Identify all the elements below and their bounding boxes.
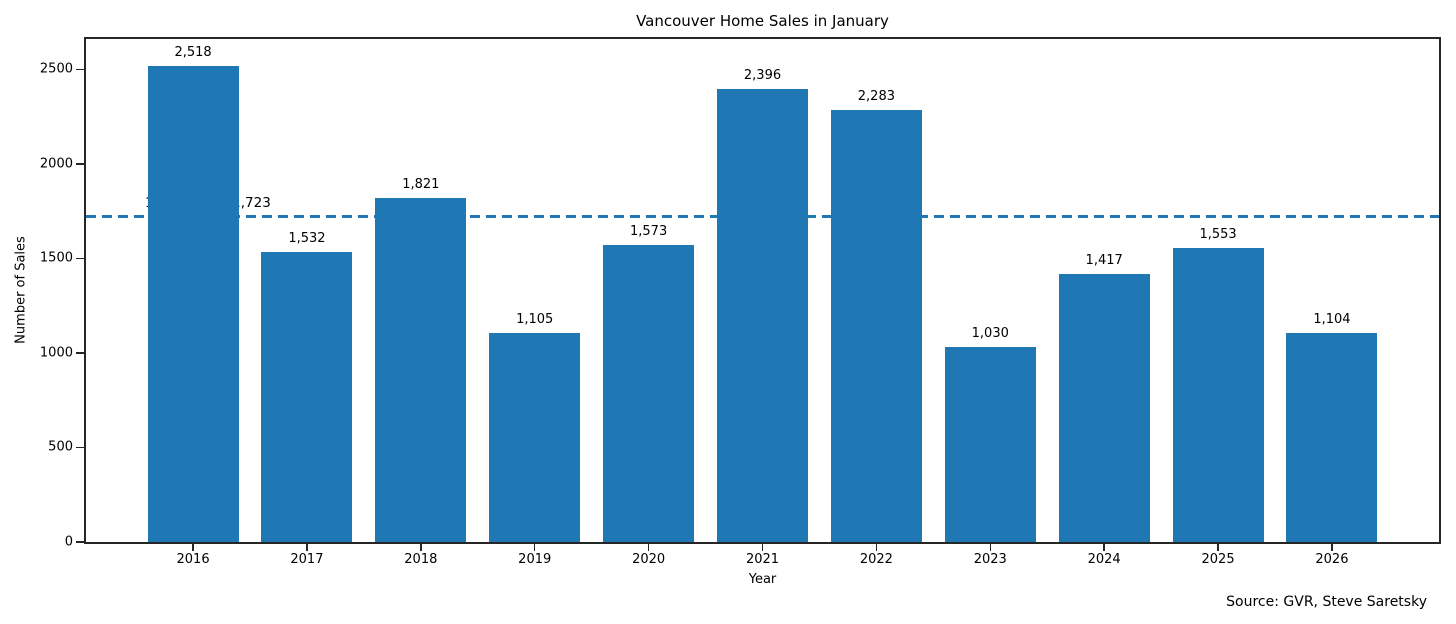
y-tick-label: 2000 [39, 156, 73, 172]
bar-2021 [716, 88, 809, 542]
x-tick-label: 2026 [1315, 552, 1349, 567]
bar-value-label: 1,532 [288, 231, 326, 247]
x-tick-label: 2018 [404, 552, 438, 567]
y-tick-label: 1500 [39, 250, 73, 266]
y-tick-mark [76, 68, 84, 70]
plot-area: 10-Year Avg: 1,723 2,51820161,53220171,8… [40, 37, 1441, 567]
bar-2019 [489, 333, 581, 542]
x-tick-mark [875, 544, 878, 551]
bar-value-label: 1,104 [1313, 312, 1351, 328]
x-tick-mark [989, 544, 992, 551]
y-axis-label: Number of Sales [13, 236, 29, 344]
bar-value-label: 2,283 [857, 89, 895, 105]
x-tick-label: 2022 [859, 552, 893, 567]
bar-2017 [261, 252, 353, 542]
y-tick-label: 1000 [39, 345, 73, 361]
x-tick-label: 2020 [632, 552, 666, 567]
x-tick-mark [306, 544, 308, 551]
y-tick-mark [76, 446, 84, 449]
x-tick-mark [1103, 544, 1105, 551]
x-tick-label: 2021 [745, 552, 780, 567]
y-tick-label: 0 [64, 534, 73, 550]
bar-2020 [603, 244, 695, 542]
bar-value-label: 2,518 [174, 44, 212, 60]
bar-value-label: 2,396 [743, 67, 782, 83]
y-tick-mark [76, 352, 84, 354]
x-tick-label: 2024 [1087, 552, 1121, 567]
bar-value-label: 1,821 [402, 176, 440, 192]
x-tick-mark [1331, 544, 1333, 551]
x-axis-label: Year [748, 572, 777, 587]
bar-2026 [1286, 333, 1378, 542]
x-tick-label: 2019 [518, 552, 552, 567]
bar-value-label: 1,417 [1085, 253, 1123, 269]
x-tick-mark [1217, 544, 1219, 551]
bar-value-label: 1,105 [516, 312, 554, 328]
bar-2016 [147, 65, 239, 542]
bar-2025 [1172, 248, 1264, 542]
bar-2018 [375, 197, 467, 542]
x-tick-mark [533, 544, 536, 551]
y-tick-mark [76, 163, 84, 165]
x-tick-mark [761, 544, 764, 551]
x-tick-label: 2025 [1201, 552, 1235, 567]
bar-2024 [1058, 274, 1150, 542]
y-tick-label: 500 [48, 439, 73, 455]
chart-title: Vancouver Home Sales in January [636, 12, 889, 30]
y-tick-mark [76, 257, 84, 260]
x-tick-mark [192, 544, 194, 551]
bar-value-label: 1,553 [1199, 227, 1237, 243]
y-tick-label: 2500 [39, 61, 73, 77]
x-tick-label: 2023 [973, 552, 1007, 567]
bar-value-label: 1,030 [971, 326, 1009, 342]
bar-2023 [944, 347, 1036, 542]
x-tick-label: 2017 [290, 552, 324, 567]
bar-value-label: 1,573 [630, 223, 668, 239]
x-tick-mark [647, 544, 650, 551]
x-tick-mark [420, 544, 422, 551]
y-tick-mark [76, 541, 84, 543]
x-tick-label: 2016 [176, 552, 210, 567]
bar-2022 [830, 110, 922, 542]
source-attribution: Source: GVR, Steve Saretsky [1226, 594, 1427, 610]
